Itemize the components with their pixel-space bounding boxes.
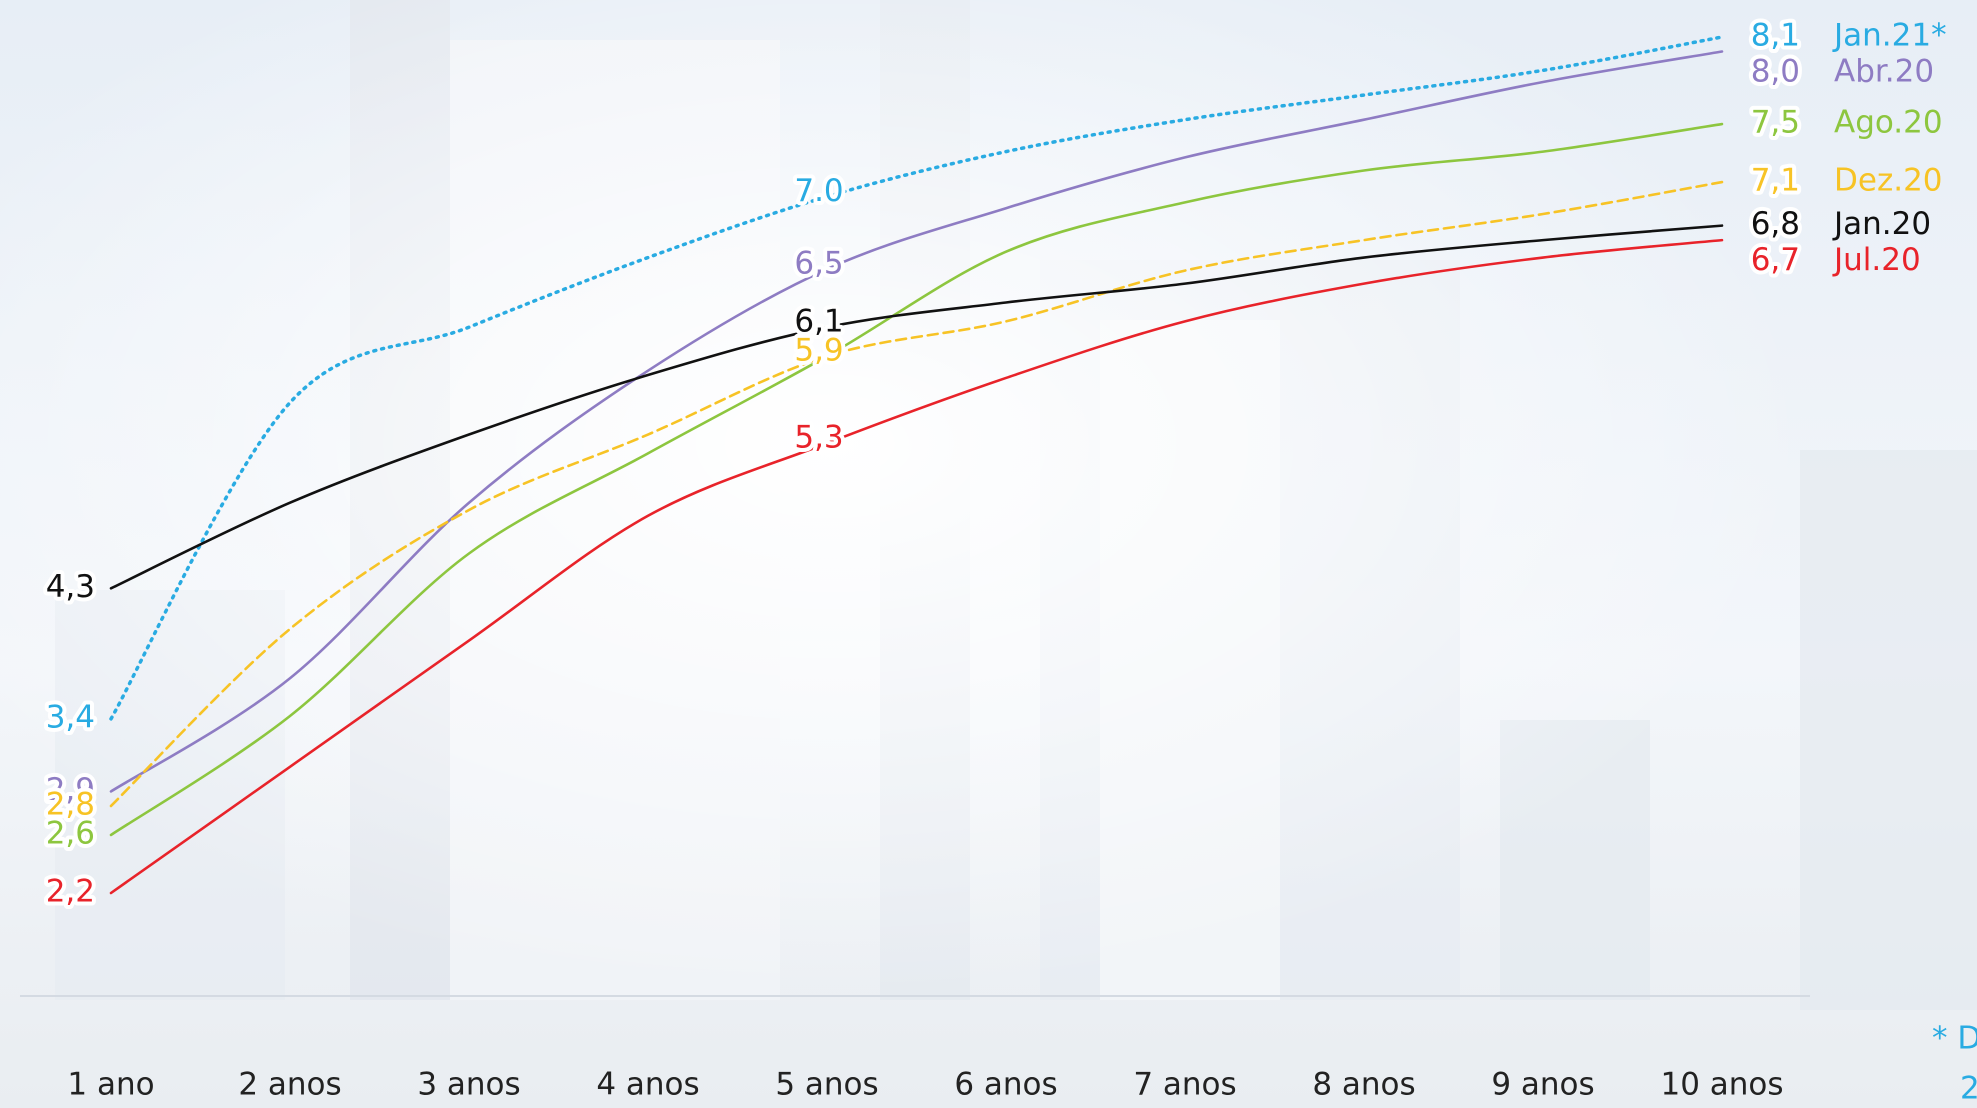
x-tick-label: 6 anos: [954, 1067, 1057, 1103]
footnote: * D: [1932, 1021, 1977, 1057]
series-line: [109, 35, 1724, 721]
x-tick-label: 5 anos: [775, 1067, 878, 1103]
value-label: 7,5: [1751, 105, 1800, 141]
series-line: [109, 224, 1724, 590]
x-tick-label: 10 anos: [1660, 1067, 1783, 1103]
value-label: 8,1: [1751, 18, 1800, 54]
legend-label: Jan.21*: [1832, 18, 1947, 54]
x-tick-label: 4 anos: [596, 1067, 699, 1103]
footnote: 2: [1960, 1071, 1977, 1107]
value-label: 6,5: [794, 246, 843, 282]
value-label: 5,9: [794, 333, 843, 369]
value-label: 2,9: [46, 772, 95, 808]
x-tick-label: 1 ano: [67, 1067, 154, 1103]
legend-label: Ago.20: [1834, 105, 1943, 141]
legend-label: Jul.20: [1832, 242, 1921, 278]
legend-label: Abr.20: [1834, 54, 1934, 90]
series-line: [109, 180, 1724, 808]
value-label: 2,2: [46, 874, 95, 910]
value-label: 6,1: [794, 304, 843, 340]
value-label: 4,3: [46, 569, 95, 605]
value-label: 6,8: [1751, 206, 1800, 242]
series-line: [109, 50, 1724, 793]
x-tick-label: 3 anos: [417, 1067, 520, 1103]
x-tick-label: 2 anos: [238, 1067, 341, 1103]
value-label: 7,1: [1751, 163, 1800, 199]
x-tick-label: 7 anos: [1133, 1067, 1236, 1103]
x-tick-label: 9 anos: [1491, 1067, 1594, 1103]
value-label: 8,0: [1751, 54, 1800, 90]
legend-label: Dez.20: [1834, 163, 1943, 199]
series-line: [109, 238, 1724, 895]
legend-label: Jan.20: [1832, 206, 1931, 242]
series-line: [109, 122, 1724, 837]
value-label: 5,3: [794, 420, 843, 456]
value-label: 7.0: [794, 173, 843, 209]
value-label: 2,6: [46, 815, 95, 851]
x-tick-label: 8 anos: [1312, 1067, 1415, 1103]
value-label: 3,4: [46, 699, 95, 735]
value-label: 6,7: [1751, 242, 1800, 278]
value-label: 2,8: [46, 786, 95, 822]
